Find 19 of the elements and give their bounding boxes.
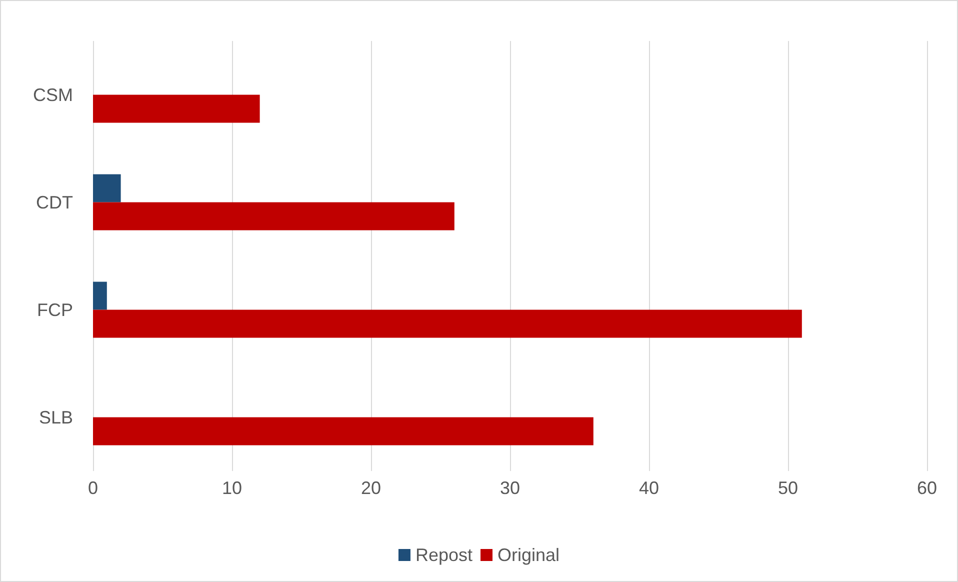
- x-tick-label: 10: [222, 478, 242, 498]
- y-tick-label: FCP: [37, 300, 73, 320]
- y-tick-label: CSM: [33, 84, 73, 105]
- bar: [93, 310, 802, 338]
- y-tick-label: CDT: [36, 192, 73, 212]
- bar: [93, 282, 107, 310]
- bar: [93, 174, 121, 202]
- legend-label: Repost: [415, 545, 473, 565]
- x-tick-label: 30: [500, 478, 520, 498]
- x-tick-label: 20: [360, 478, 382, 498]
- x-tick-label: 40: [638, 478, 660, 498]
- x-tick-label: 60: [916, 478, 938, 498]
- x-tick-label: 50: [778, 478, 798, 498]
- bar: [93, 202, 454, 230]
- bar: [93, 417, 594, 446]
- legend-label: Original: [498, 545, 560, 565]
- bar: [93, 94, 260, 123]
- x-tick-label: 0: [88, 478, 98, 498]
- y-tick-label: SLB: [38, 407, 73, 428]
